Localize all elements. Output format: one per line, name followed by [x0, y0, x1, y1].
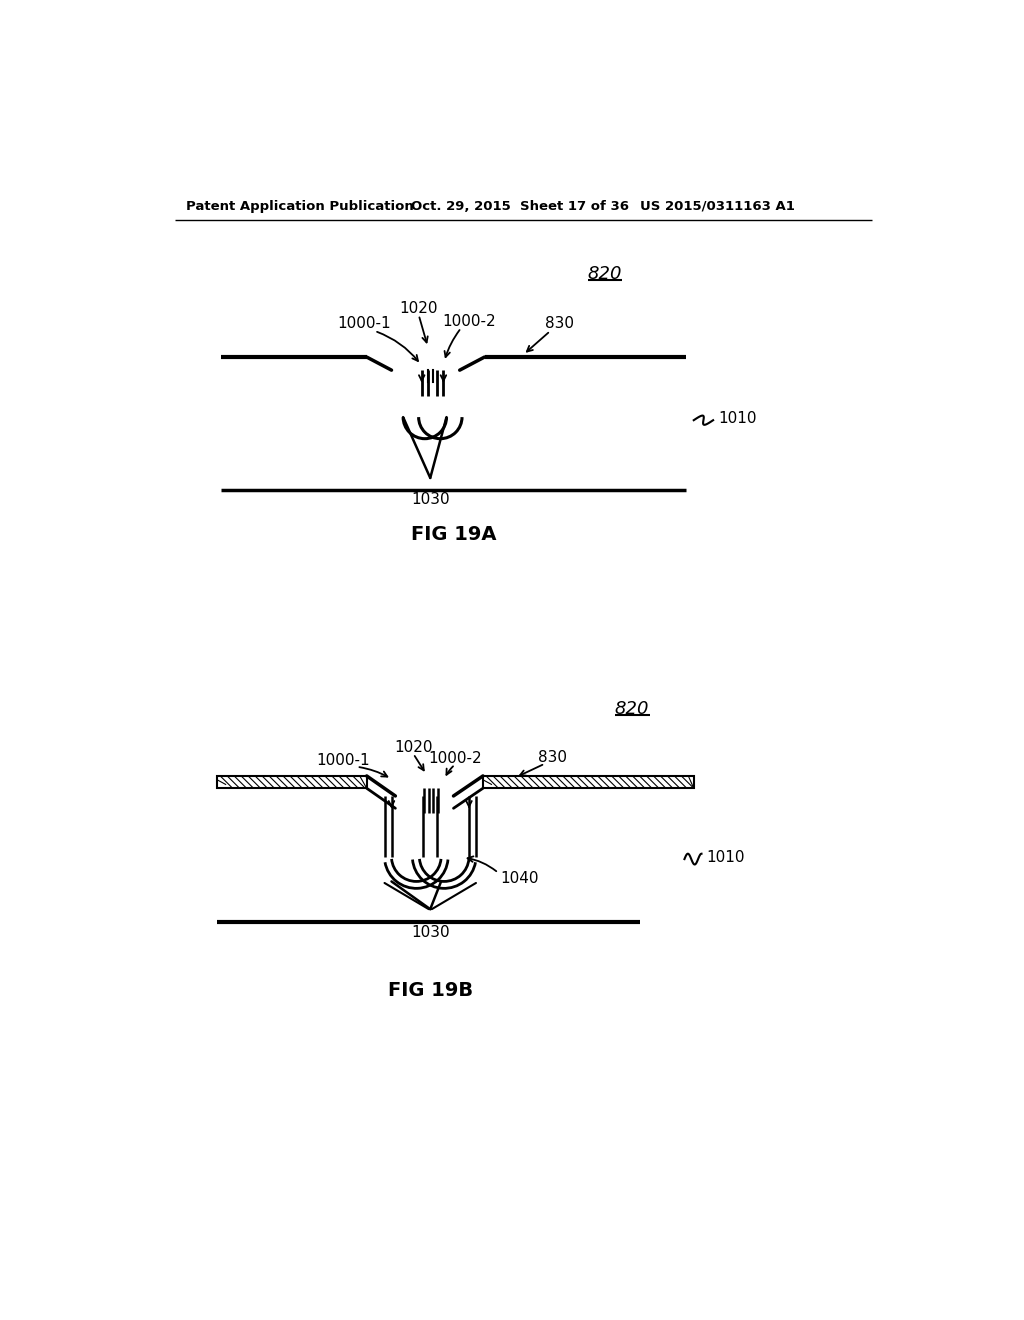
Text: 1000-2: 1000-2 — [442, 314, 496, 329]
Text: US 2015/0311163 A1: US 2015/0311163 A1 — [640, 199, 795, 213]
Text: 830: 830 — [545, 317, 574, 331]
Text: FIG 19B: FIG 19B — [388, 981, 473, 999]
Text: 820: 820 — [588, 265, 622, 282]
Text: 1010: 1010 — [707, 850, 744, 865]
Text: FIG 19A: FIG 19A — [411, 524, 497, 544]
Text: 1030: 1030 — [411, 492, 450, 507]
Text: 1010: 1010 — [719, 411, 757, 426]
Text: 1030: 1030 — [411, 925, 450, 940]
Text: Patent Application Publication: Patent Application Publication — [186, 199, 414, 213]
Bar — [217, 776, 367, 788]
Text: 1040: 1040 — [500, 871, 539, 886]
Text: Oct. 29, 2015  Sheet 17 of 36: Oct. 29, 2015 Sheet 17 of 36 — [411, 199, 629, 213]
Text: 830: 830 — [539, 750, 567, 766]
Text: 1000-1: 1000-1 — [316, 752, 371, 768]
Text: 1000-1: 1000-1 — [338, 317, 391, 331]
Text: 1020: 1020 — [394, 741, 432, 755]
Text: 1000-2: 1000-2 — [428, 751, 482, 766]
Text: 820: 820 — [614, 700, 649, 718]
Bar — [483, 776, 693, 788]
Text: 1020: 1020 — [399, 301, 438, 315]
